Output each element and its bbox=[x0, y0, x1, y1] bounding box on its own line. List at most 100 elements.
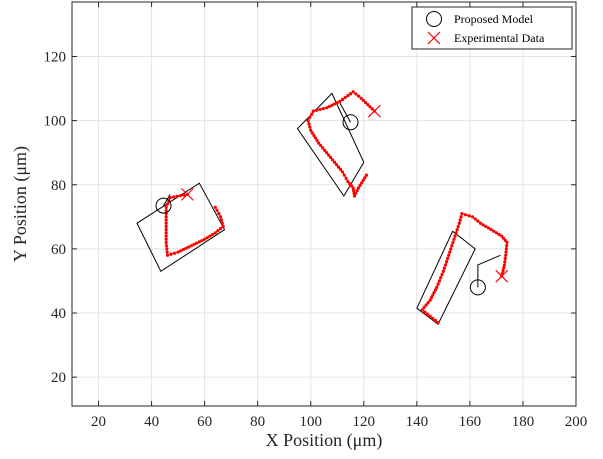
body-outlines bbox=[136, 92, 501, 326]
y-tick-label: 100 bbox=[44, 114, 67, 130]
trajectory-point bbox=[342, 173, 346, 177]
trajectory-point bbox=[219, 218, 224, 222]
trajectory-point bbox=[442, 266, 447, 270]
trajectory-point bbox=[165, 247, 169, 251]
trajectory-point bbox=[164, 205, 168, 209]
x-stroke bbox=[427, 31, 441, 45]
trajectory-point bbox=[458, 218, 462, 222]
trajectory-point bbox=[439, 276, 443, 280]
trajectory-point bbox=[428, 314, 432, 318]
trajectory-point bbox=[217, 212, 221, 216]
y-tick-label: 120 bbox=[44, 50, 67, 66]
trajectory-point bbox=[452, 237, 456, 241]
trajectory-point bbox=[486, 226, 491, 230]
markers bbox=[155, 104, 509, 296]
trajectory-point bbox=[432, 290, 436, 295]
trajectory-point bbox=[164, 221, 168, 225]
trajectory-point bbox=[360, 181, 364, 185]
trajectory-point bbox=[355, 189, 359, 193]
trajectory-point bbox=[333, 160, 337, 164]
trajectory-point bbox=[164, 244, 169, 248]
trajectory-point bbox=[220, 221, 224, 225]
grid bbox=[72, 2, 577, 406]
trajectory-point bbox=[446, 256, 450, 261]
trajectory-point bbox=[420, 308, 424, 312]
trajectory-point bbox=[352, 194, 357, 198]
trajectory-point bbox=[205, 236, 209, 240]
trajectory-point bbox=[168, 195, 172, 200]
trajectory-point bbox=[435, 285, 439, 289]
trajectory-point bbox=[200, 238, 204, 243]
trajectory-point bbox=[502, 263, 506, 267]
trajectory-point bbox=[440, 272, 444, 277]
trajectory-point bbox=[422, 305, 426, 310]
trajectory-point bbox=[437, 279, 441, 283]
trajectory-point bbox=[335, 163, 339, 167]
trajectory-point bbox=[310, 112, 314, 116]
x-tick-label: 80 bbox=[250, 414, 265, 430]
trajectory-point bbox=[456, 224, 460, 229]
trajectory-point bbox=[164, 237, 168, 241]
trajectory-point bbox=[494, 231, 499, 235]
trajectory-point bbox=[164, 234, 168, 238]
trajectory-point bbox=[187, 245, 191, 249]
trajectory-point bbox=[426, 300, 430, 305]
trajectory-point bbox=[453, 234, 457, 238]
trajectory-point bbox=[431, 293, 435, 297]
trajectory-point bbox=[327, 104, 331, 109]
y-tick-label: 40 bbox=[51, 306, 66, 322]
trajectory-point bbox=[436, 321, 440, 325]
trajectory-point bbox=[433, 318, 438, 323]
trajectory-point bbox=[349, 184, 354, 188]
trajectory-point bbox=[165, 202, 170, 206]
legend-entry-label: Proposed Model bbox=[454, 12, 534, 26]
trajectory-point bbox=[504, 253, 508, 257]
trajectory-point bbox=[309, 128, 313, 132]
trajectory-point bbox=[308, 115, 312, 120]
trajectory-point bbox=[441, 269, 445, 273]
trajectory-point bbox=[500, 234, 504, 238]
trajectory-point bbox=[179, 249, 183, 253]
trajectory-point bbox=[448, 250, 452, 254]
trajectory-point bbox=[325, 106, 329, 110]
trajectory-point bbox=[335, 101, 339, 105]
trajectory-point bbox=[319, 143, 323, 148]
trajectory-point bbox=[346, 94, 350, 98]
trajectory-point bbox=[344, 176, 348, 180]
trajectory-point bbox=[423, 310, 427, 314]
trajectory-point bbox=[164, 218, 168, 222]
trajectory-point bbox=[195, 241, 199, 245]
trajectory-point bbox=[181, 247, 186, 252]
trajectory-point bbox=[343, 95, 347, 100]
trajectory-point bbox=[431, 316, 435, 320]
x-stroke bbox=[367, 104, 381, 118]
x-stroke bbox=[495, 269, 509, 283]
trajectory-point bbox=[164, 224, 168, 229]
trajectory-point bbox=[308, 125, 312, 129]
trajectory-point bbox=[363, 100, 368, 105]
trajectory-point bbox=[165, 250, 169, 254]
x-axis-label: X Position (μm) bbox=[266, 430, 383, 451]
trajectory-point bbox=[215, 208, 219, 213]
trajectory-point bbox=[315, 138, 319, 143]
trajectory-point bbox=[340, 97, 345, 102]
trajectory-point bbox=[336, 165, 341, 169]
trajectory-point bbox=[331, 158, 335, 162]
trajectory-point bbox=[505, 240, 509, 245]
trajectory-point bbox=[503, 256, 507, 261]
trajectory-point bbox=[164, 240, 168, 245]
trajectory-point bbox=[218, 226, 223, 231]
legend: Proposed Model Experimental Data bbox=[411, 6, 573, 50]
trajectory-point bbox=[463, 213, 468, 217]
trajectory-point bbox=[359, 96, 363, 100]
trajectory-point bbox=[476, 219, 480, 223]
trajectory-point bbox=[492, 229, 496, 233]
experiment-marker bbox=[495, 269, 509, 283]
trajectory-point bbox=[449, 247, 453, 251]
axis-ticks: 20 40 60 80 100 120 140 160 180 200 20 40 60 80 100 120 bbox=[44, 2, 587, 430]
model-marker bbox=[155, 197, 172, 214]
x-tick-label: 120 bbox=[353, 414, 376, 430]
trajectory-point bbox=[182, 193, 186, 197]
trajectory-point bbox=[164, 228, 168, 232]
